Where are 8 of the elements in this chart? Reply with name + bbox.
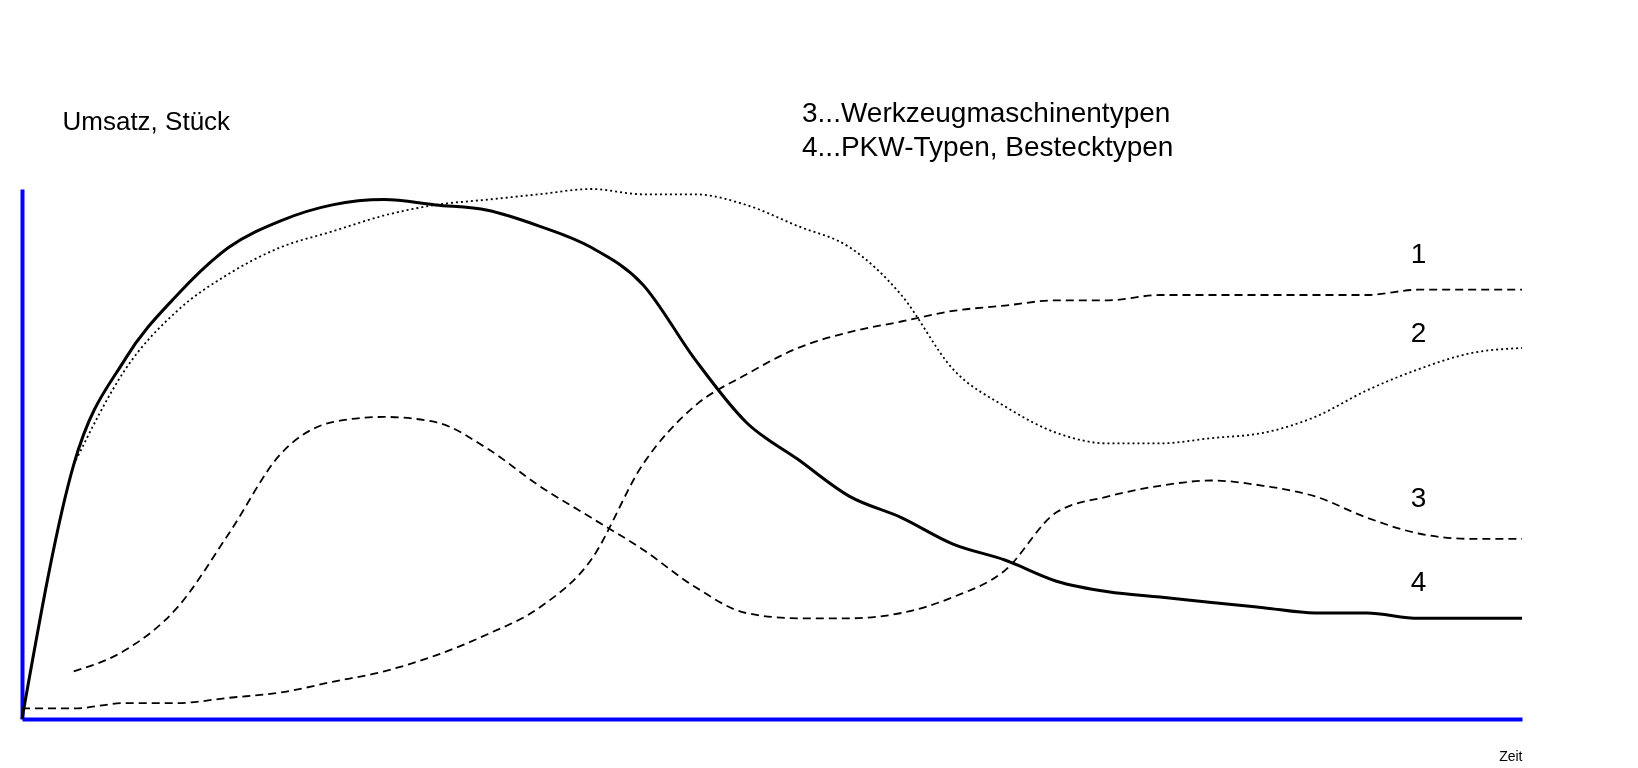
text: 3...Werkzeugmaschinentypen — [802, 97, 1171, 128]
series-label: 1 — [1410, 237, 1427, 269]
series-label: 2 — [1410, 317, 1427, 349]
series-label: 4 — [1410, 566, 1427, 598]
text: 4...PKW-Typen, Bestecktypen — [802, 131, 1174, 162]
y-axis-title: Umsatz, Stück — [62, 105, 232, 136]
series-label: 3 — [1410, 481, 1427, 513]
x-axis-title: Zeit — [1499, 747, 1523, 764]
